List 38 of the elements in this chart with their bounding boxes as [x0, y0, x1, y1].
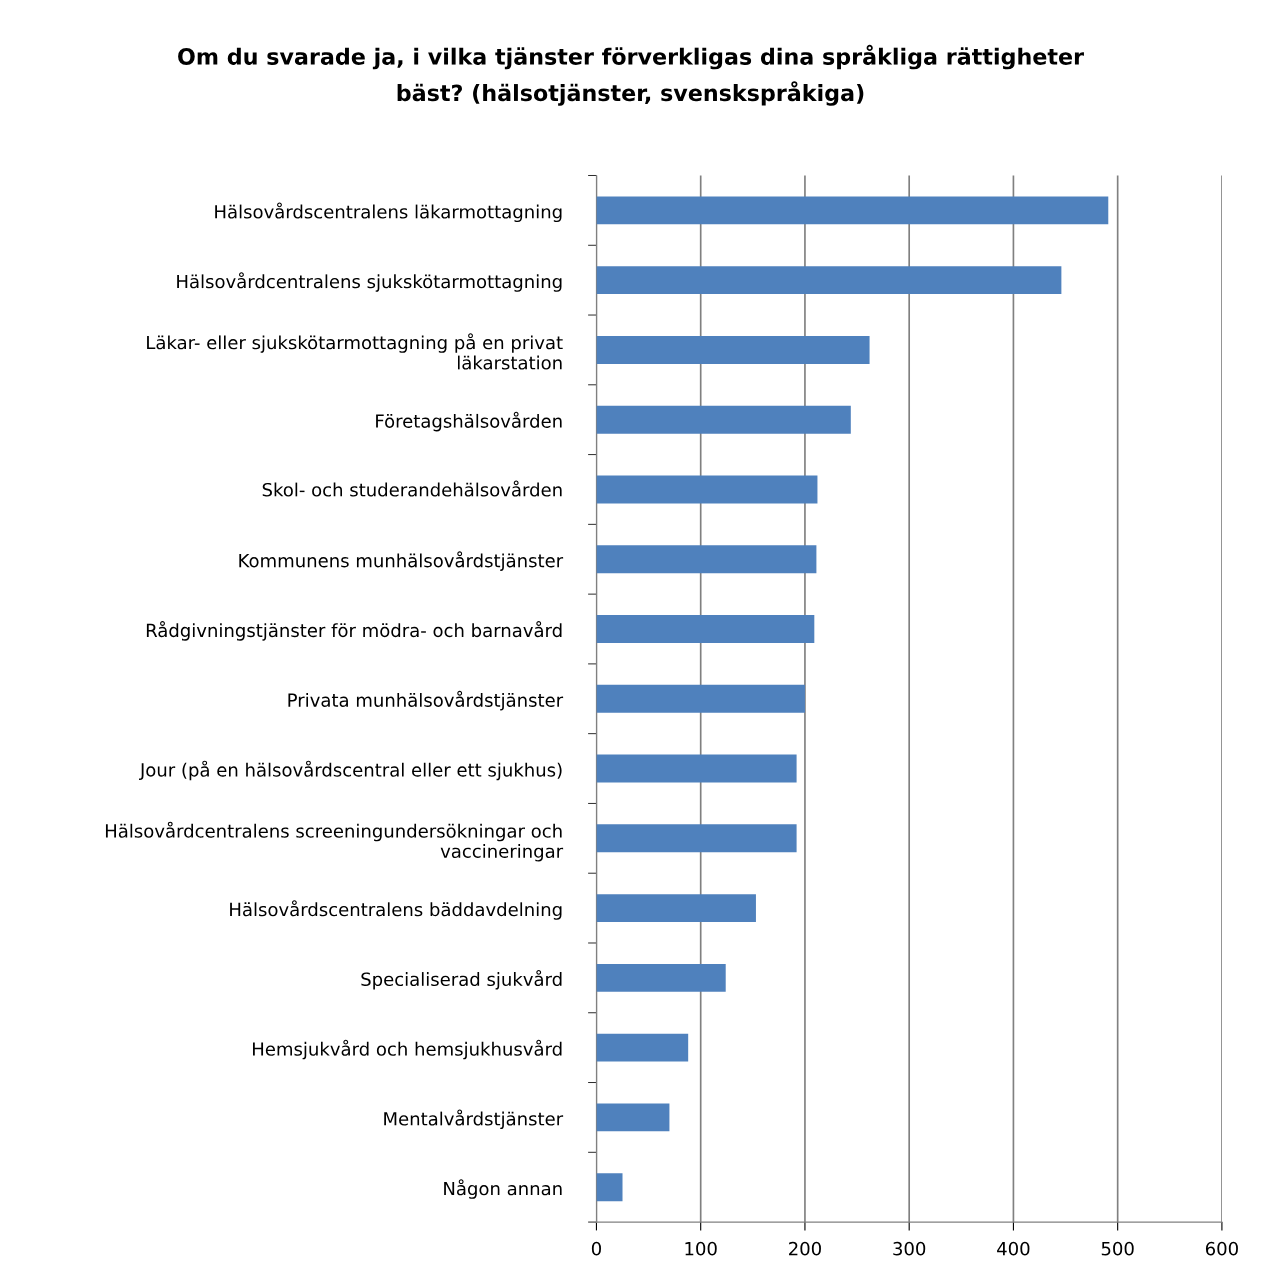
bar: [596, 1033, 689, 1062]
y-tick-label: Rådgivningstjänster för mödra- och barnavård: [146, 621, 562, 641]
bar: [596, 405, 851, 434]
x-tick-label: 0: [591, 1241, 601, 1256]
y-tick-label: Skol- och studerandehälsovården: [262, 480, 562, 497]
x-tick-label: 600: [1205, 1241, 1238, 1256]
bar: [596, 545, 817, 574]
bar: [596, 615, 815, 643]
y-tick-label: Någon annan: [444, 1179, 562, 1199]
y-tick-label: Specialiserad sjukvård: [361, 969, 562, 990]
y-tick-label: Kommunens munhälsovårdstjänster: [239, 551, 564, 571]
bar: [596, 335, 870, 364]
y-tick-label: Mentalvårdstjänster: [384, 1109, 564, 1130]
x-tick-label: 200: [789, 1241, 821, 1256]
bar: [596, 894, 756, 923]
bar: [596, 475, 818, 504]
y-tick-label: Privata munhälsovårdstjänster: [288, 690, 564, 711]
y-tick-label: Jour (på en hälsovårdscentral eller ett sjukhus): [139, 760, 562, 781]
y-tick-label: Hälsovårdscentralens bäddavdelning: [230, 900, 562, 920]
bar: [596, 196, 1109, 225]
bar: [596, 754, 797, 783]
bar: [596, 684, 805, 713]
bar: [596, 1173, 623, 1202]
bar: [596, 1103, 670, 1132]
y-tick-label: Företagshälsovården: [376, 411, 562, 432]
x-tick-label: 400: [997, 1241, 1030, 1256]
x-tick-label: 100: [685, 1241, 717, 1256]
bar: [596, 824, 797, 853]
x-tick-label: 300: [893, 1241, 926, 1256]
bar: [596, 266, 1062, 295]
y-tick-label: Hemsjukvård och hemsjukhusvård: [253, 1039, 562, 1060]
chart-title: Om du svarade ja, i vilka tjänster förverkligas dina språkliga rättigheter bäst? (hälsotjänster, svenskspråkiga): [178, 44, 1084, 106]
y-tick-label: Hälsovårdcentralens sjukskötarmottagning: [177, 272, 562, 292]
y-tick-label: Läkar- eller sjukskötarmottagning på en privat läkarstation: [147, 333, 563, 370]
bar: [596, 963, 726, 992]
y-tick-label: Hälsovårdscentralens läkarmottagning: [215, 202, 562, 223]
x-tick-label: 500: [1101, 1241, 1134, 1256]
y-tick-label: Hälsovårdcentralens screeningundersökningar och vaccineringar: [105, 821, 564, 862]
